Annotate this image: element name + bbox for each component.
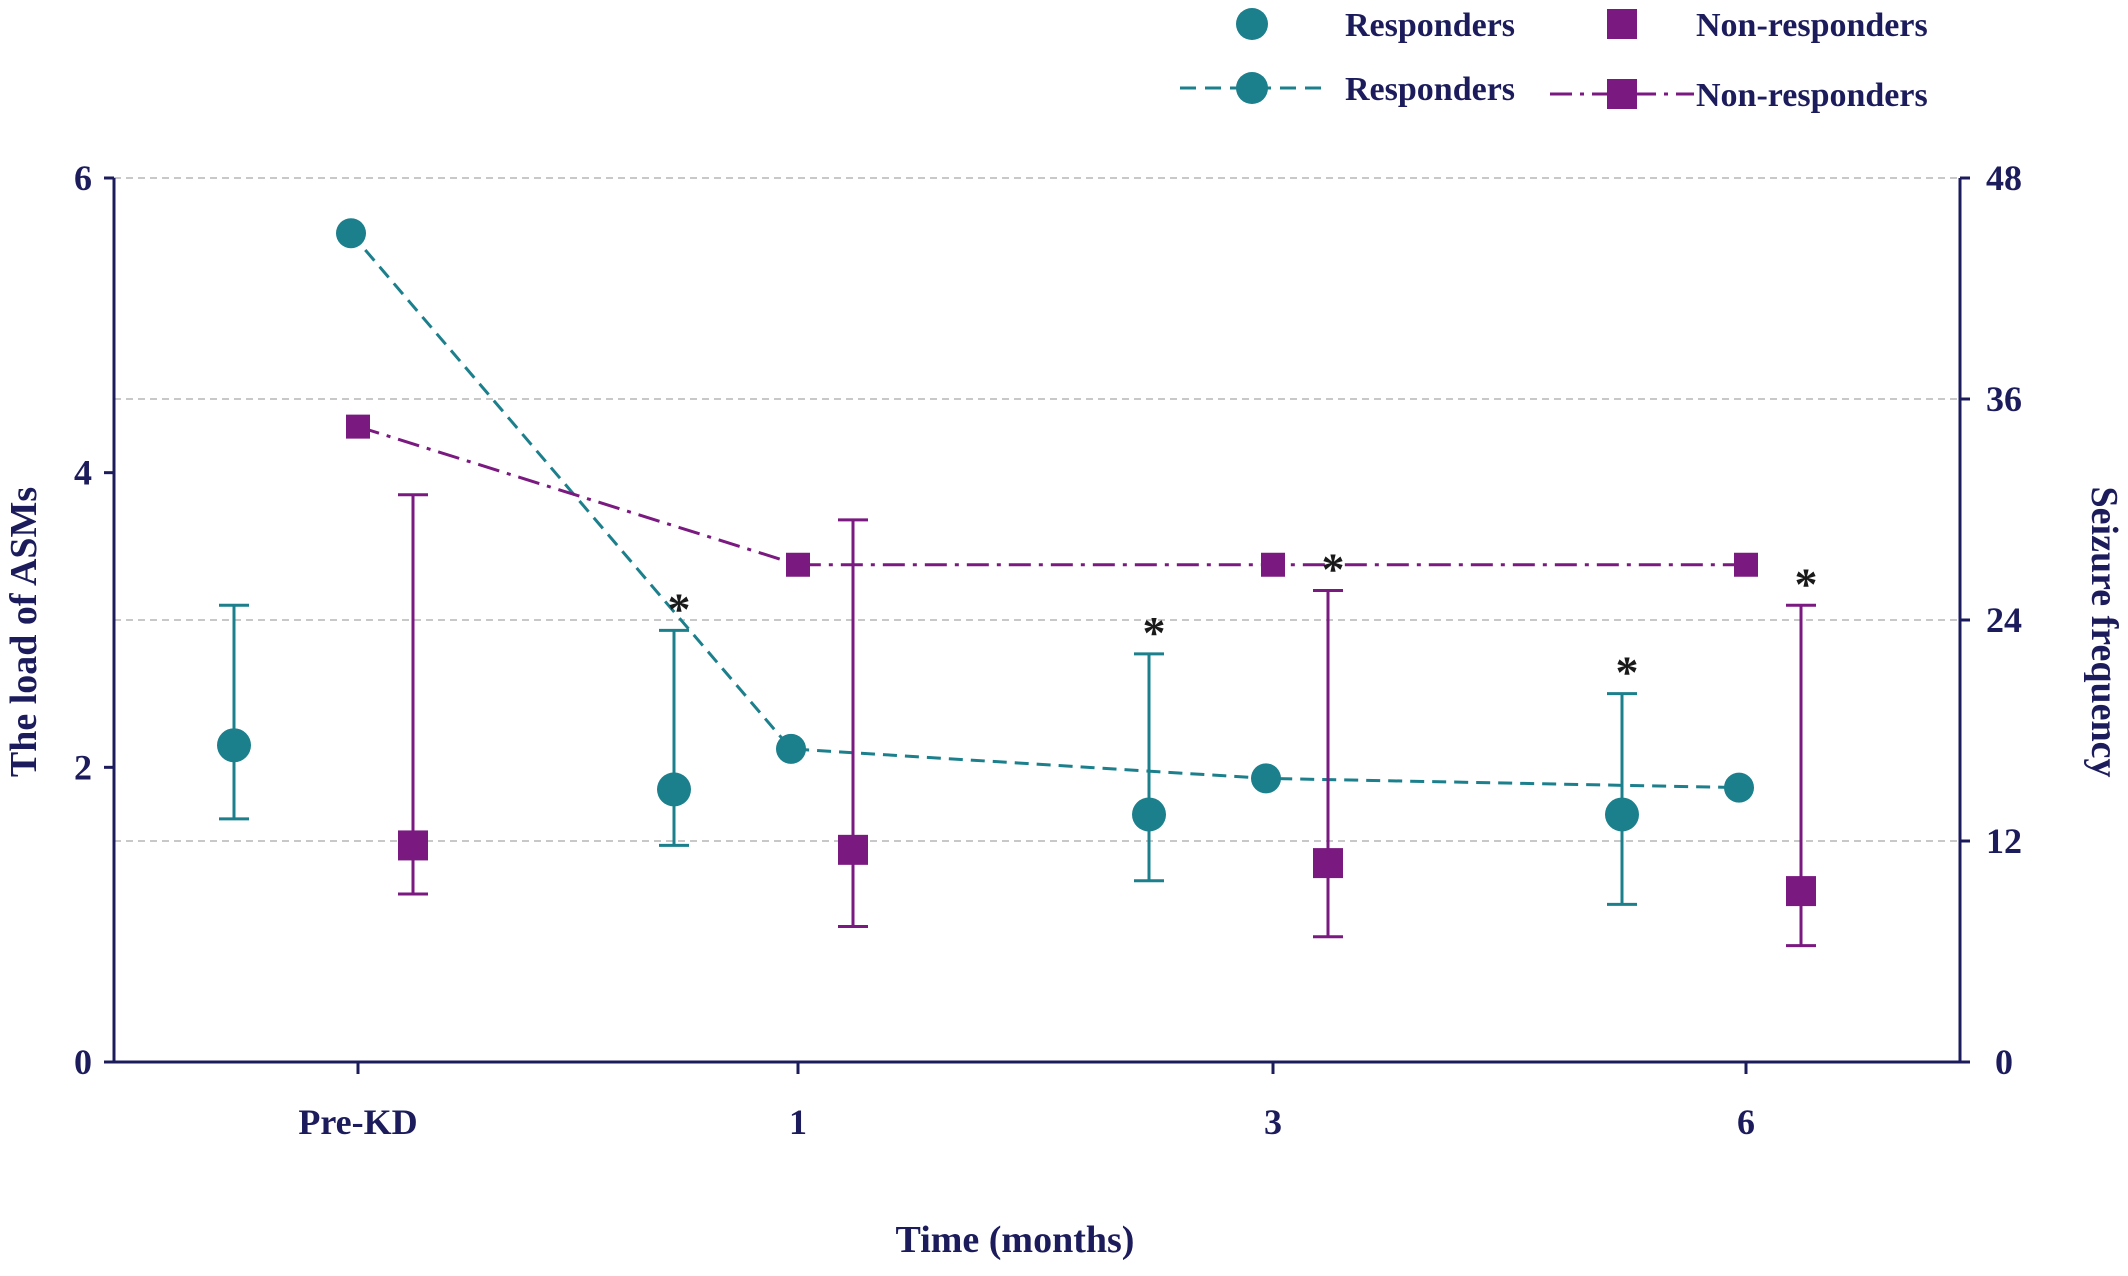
legend-marker-3 — [1607, 79, 1637, 109]
point-responders-0 — [217, 728, 251, 763]
legend-label-0: Responders — [1345, 7, 1515, 44]
legend-item-0: Responders — [1236, 7, 1515, 44]
left-tick-label-0: 0 — [74, 1042, 92, 1082]
line-point-non_responders-3 — [1734, 552, 1758, 577]
right-tick-label-3: 36 — [1986, 379, 2022, 419]
point-responders-3 — [1605, 797, 1639, 832]
legend-item-2: Responders — [1180, 71, 1515, 108]
x-tick-label-2: 3 — [1264, 1102, 1282, 1142]
left-tick-label-1: 2 — [74, 747, 92, 787]
series-line-responders — [349, 232, 1740, 790]
x-tick-label-0: Pre-KD — [298, 1102, 417, 1142]
point-non_responders-0 — [398, 830, 428, 861]
error-bar-non_responders-0 — [398, 493, 428, 896]
significance-star-non_responders-3: * — [1795, 558, 1818, 609]
significance-star-responders-1: * — [668, 583, 691, 634]
error-bar-responders-2 — [1134, 652, 1164, 883]
left-tick-label-3: 6 — [74, 158, 92, 198]
significance-star-non_responders-2: * — [1322, 544, 1345, 595]
line-point-responders-0 — [336, 218, 366, 249]
line-point-responders-3 — [1724, 772, 1754, 803]
error-bar-responders-0 — [219, 603, 249, 821]
significance-marks: * * * * * — [668, 544, 1818, 698]
line-point-non_responders-0 — [346, 414, 370, 439]
x-tick-label-3: 6 — [1737, 1102, 1755, 1142]
point-non_responders-3 — [1786, 876, 1816, 907]
point-non_responders-2 — [1313, 848, 1343, 879]
point-responders-2 — [1132, 797, 1166, 832]
point-responders-1 — [657, 772, 691, 807]
gridlines — [114, 177, 1960, 1063]
legend-label-1: Non-responders — [1696, 7, 1928, 44]
line-point-non_responders-2 — [1261, 552, 1285, 577]
x-axis-ticks: Pre-KD 1 3 6 — [298, 1062, 1755, 1142]
right-tick-label-0: 0 — [1995, 1042, 2013, 1082]
error-bar-non_responders-1 — [838, 518, 868, 928]
right-axis-title: Seizure frequency — [2083, 487, 2125, 778]
legend-marker-0 — [1236, 8, 1268, 40]
legend-marker-2 — [1236, 72, 1268, 104]
line-point-responders-1 — [776, 733, 806, 764]
significance-star-responders-2: * — [1143, 607, 1166, 658]
legend-label-3: Non-responders — [1696, 77, 1928, 114]
error-bars — [219, 493, 1816, 948]
right-tick-label-1: 12 — [1986, 821, 2022, 861]
right-axis-ticks: 0 12 24 36 48 — [1960, 158, 2022, 1082]
right-tick-label-2: 24 — [1986, 600, 2022, 640]
left-axis-ticks: 0 2 4 6 — [74, 158, 114, 1082]
series-line-non_responders — [357, 425, 1746, 567]
left-axis-title: The load of ASMs — [3, 487, 45, 777]
legend-item-3: Non-responders — [1550, 77, 1928, 114]
legend: Responders Non-responders Responders Non-re… — [1180, 7, 1928, 114]
x-axis-title: Time (months) — [896, 1219, 1135, 1261]
line-point-responders-2 — [1251, 763, 1281, 794]
data-markers — [217, 218, 1816, 907]
trend-lines — [349, 232, 1746, 790]
x-tick-label-1: 1 — [789, 1102, 807, 1142]
error-bar-non_responders-2 — [1313, 589, 1343, 939]
left-tick-label-2: 4 — [74, 453, 92, 493]
significance-star-responders-3: * — [1616, 647, 1639, 698]
legend-item-1: Non-responders — [1607, 7, 1928, 44]
right-tick-label-4: 48 — [1986, 158, 2022, 198]
point-non_responders-1 — [838, 834, 868, 865]
line-point-non_responders-1 — [786, 552, 810, 577]
error-bar-responders-1 — [659, 628, 689, 847]
legend-label-2: Responders — [1345, 71, 1515, 108]
legend-marker-1 — [1607, 9, 1637, 39]
